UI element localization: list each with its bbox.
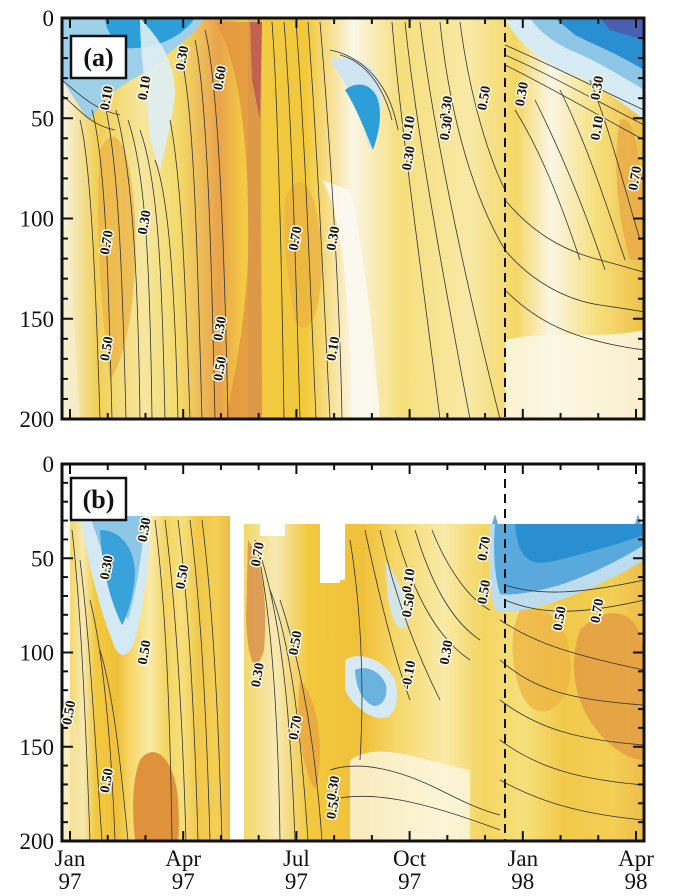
panel-a-ticks [62,17,644,420]
contour-label: 0.50 [287,630,306,657]
x-tick-label-year: 98 [511,869,534,894]
y-tick-label: 150 [20,735,55,760]
y-tick-label: 50 [31,546,54,571]
x-tick-label-month: Oct [393,846,427,871]
panel-a-label-box [69,34,128,80]
panel-b-y-tick-labels: 0 50 100 150 200 [20,452,55,854]
panel-b-contours [71,519,644,841]
contour-label: 0.50 [60,699,79,726]
contour-label: 0.30 [438,115,457,142]
contour-label: 0.10 [400,115,419,142]
contour-label: 0.50 [98,335,117,362]
contour-label: 0.30 [324,225,343,252]
contour-label: 0.10 [324,335,343,362]
y-tick-label: 100 [20,641,55,666]
y-tick-label: 200 [20,829,55,854]
panel-b-label-text: (b) [83,485,115,514]
contour-label: 0.10 [136,75,155,102]
contour-label: 0.30 [588,75,607,102]
x-tick-label-month: Jan [55,846,86,871]
x-tick-label-year: 98 [625,869,648,894]
contour-label: 0.50 [475,579,494,606]
panel-a-label-text: (a) [83,43,113,72]
x-tick-label-month: Apr [165,846,201,871]
y-tick-label: 0 [43,6,55,31]
x-tick-label-month: Jan [507,846,538,871]
contour-label: 0.30 [438,639,457,666]
contour-label: 0.30 [136,209,155,236]
contour-label: 0.70 [475,535,494,562]
contour-label: 0.50 [211,355,230,382]
x-tick-label-year: 97 [285,869,308,894]
x-tick-label-month: Jul [283,846,310,871]
panel-a-contour-labels: 0.10 0.10 0.30 0.60 0.70 0.30 0.50 0.30 0.50 0.70… [96,43,646,384]
contour-label: 0.30 [98,554,117,581]
contour-label: 0.30 [400,145,419,172]
contour-label: 0.10 [400,567,419,594]
x-tick-label-year: 97 [398,869,421,894]
contour-label: 0.70 [249,541,268,568]
contour-label: 0.60 [211,65,230,92]
panel-a-smear [248,18,262,419]
contour-label: 0.70 [287,225,306,252]
contour-label: 0.30 [438,95,457,122]
panel-a-label: (a) [69,34,128,80]
panel-b-contour-labels: 0.300.300.500.500.500.500.700.500.300.70… [59,515,609,822]
contour-label: 0.70 [588,598,607,625]
panel-a-field [62,18,644,419]
y-tick-label: 50 [31,106,54,131]
contour-label: 0.70 [98,229,117,256]
contour-label: 0.30 [324,775,343,802]
contour-label: 0.10 [98,85,117,112]
contour-label: 0.30 [136,517,155,544]
panel-a-contours [62,21,644,419]
contour-label: -0.10 [399,659,419,690]
panel-b-label-box [69,476,128,522]
y-tick-label: 150 [20,307,55,332]
contour-label: 0.10 [588,115,607,142]
contour-label: 0.50 [324,794,343,821]
contour-label: 0.50 [98,767,117,794]
contour-label: 0.50 [136,639,155,666]
contour-label: 0.30 [173,45,192,72]
contour-label: 0.70 [626,165,645,192]
contour-label: 0.50 [173,564,192,591]
y-tick-label: 100 [20,207,55,232]
x-tick-label-month: Apr [618,846,654,871]
y-tick-label: 200 [20,407,55,432]
panel-a: 0 50 100 150 200 0.10 0.10 0.30 0.60 0.70 0.30 0.5… [20,6,647,432]
panel-a-y-tick-labels: 0 50 100 150 200 [20,6,55,432]
contour-label: 0.50 [475,85,494,112]
panel-b-ticks [62,463,644,842]
y-tick-label: 0 [43,452,55,477]
contour-label: 0.70 [287,714,306,741]
contour-label: 0.50 [400,592,419,619]
x-tick-label-year: 97 [59,869,82,894]
contour-label: 0.30 [249,662,268,689]
contour-label: 0.30 [211,315,230,342]
panel-b-field [62,464,644,841]
contour-label: 0.50 [551,605,570,632]
contour-label: 0.30 [513,81,532,108]
x-tick-label-year: 97 [172,869,195,894]
panel-b-label: (b) [69,476,128,522]
